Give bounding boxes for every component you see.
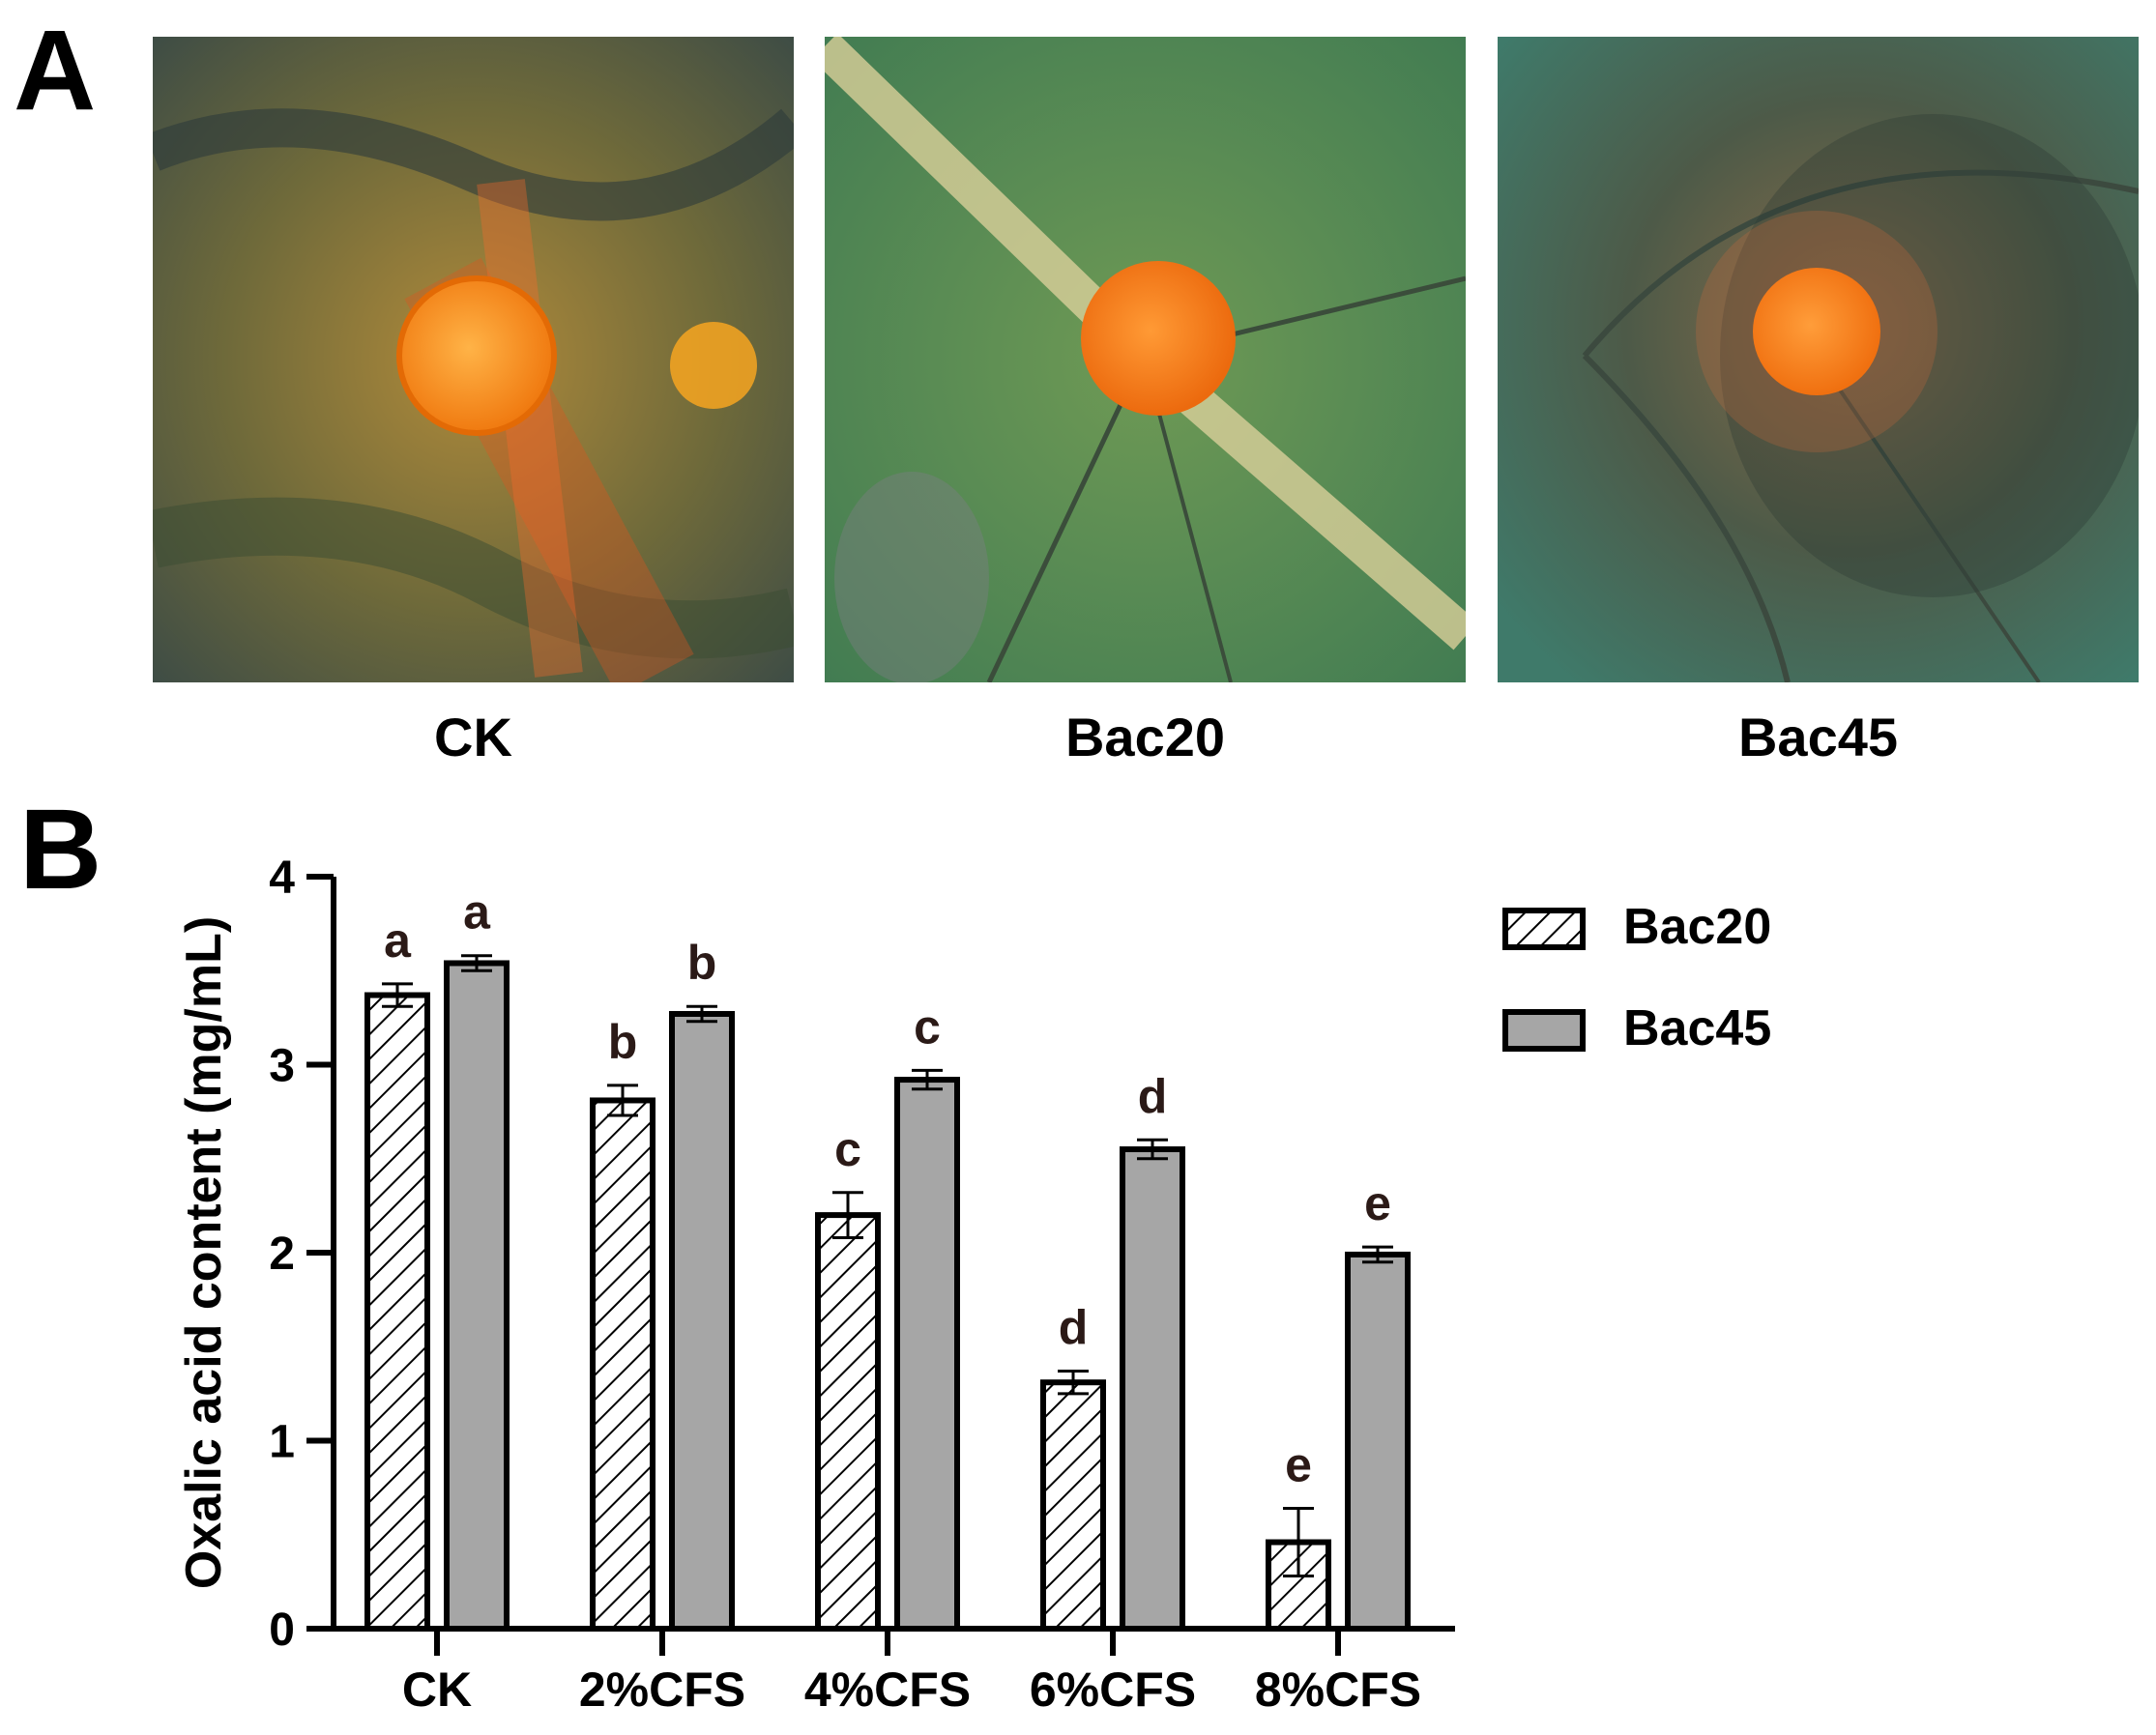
legend-label-bac45: Bac45 [1623, 1000, 1771, 1056]
photo-bac20-leaf-lesion [825, 37, 1466, 682]
photo-caption-bac20: Bac20 [1064, 707, 1226, 767]
panel-label-a: A [14, 7, 97, 134]
y-tick-label: 1 [269, 1417, 295, 1468]
bar-bac45-ck [444, 960, 510, 1632]
y-axis-title: Oxalic acid content (mg/mL) [176, 916, 232, 1589]
bar-bac20-6pctcfs [1040, 1379, 1106, 1632]
bar-bac45-4pctcfs [894, 1077, 960, 1633]
significance-letter: a [463, 885, 491, 940]
bar-bac20-ck [364, 992, 430, 1633]
y-tick-label: 2 [269, 1229, 295, 1280]
x-tick-label: 2%CFS [579, 1663, 745, 1717]
photo-bac45-leaf-lesion [1498, 37, 2139, 682]
bar-bac20-4pctcfs [815, 1212, 881, 1632]
bar-bac45-2pctcfs [669, 1010, 735, 1632]
y-tick-label: 3 [269, 1041, 295, 1092]
bar-bac20-2pctcfs [590, 1097, 656, 1632]
legend-swatch-bac20 [1502, 908, 1586, 950]
bar-bac45-6pctcfs [1120, 1146, 1185, 1633]
significance-letter: a [384, 913, 412, 968]
x-tick-label: 8%CFS [1255, 1663, 1421, 1717]
photo-caption-ck: CK [434, 707, 512, 767]
x-tick-label: 6%CFS [1030, 1663, 1196, 1717]
legend-swatch-bac45 [1502, 1009, 1586, 1052]
significance-letter: b [608, 1015, 638, 1069]
significance-letter: e [1364, 1176, 1391, 1230]
bar-bac45-8pctcfs [1345, 1251, 1411, 1632]
photo-caption-bac45: Bac45 [1737, 707, 1899, 767]
panel-label-b: B [19, 786, 102, 913]
photo-ck-leaf-lesion [153, 37, 794, 682]
significance-letter: c [834, 1122, 861, 1176]
significance-letter: b [687, 936, 717, 990]
significance-letter: d [1059, 1301, 1089, 1355]
y-tick-label: 0 [269, 1605, 295, 1656]
x-tick-label: CK [402, 1663, 472, 1717]
x-tick-label: 4%CFS [804, 1663, 971, 1717]
bar-bac20-8pctcfs [1266, 1539, 1331, 1633]
y-tick-label: 4 [269, 853, 295, 904]
significance-letter: e [1285, 1438, 1312, 1492]
significance-letter: c [914, 999, 941, 1054]
significance-letter: d [1138, 1069, 1168, 1123]
legend-label-bac20: Bac20 [1623, 899, 1771, 955]
